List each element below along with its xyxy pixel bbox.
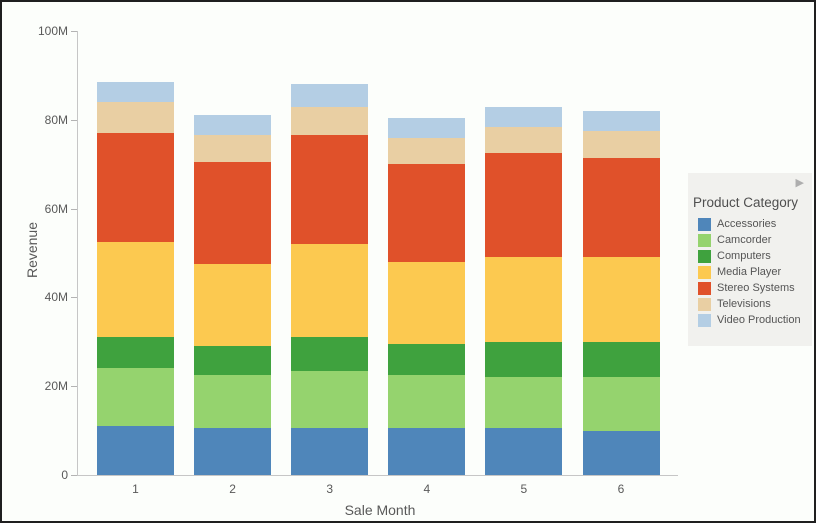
x-tick-label: 2 <box>229 482 236 496</box>
bar-month-1 <box>97 82 174 475</box>
bar-month-6 <box>582 110 660 475</box>
bar-segment-video-production[interactable] <box>388 117 466 138</box>
bar-segment-media-player[interactable] <box>485 257 563 342</box>
legend-item-stereo-systems[interactable]: Stereo Systems <box>688 280 812 296</box>
y-tick-label: 0 <box>61 468 68 482</box>
x-axis-line <box>77 475 678 476</box>
y-tick-mark <box>71 119 77 121</box>
x-tick-label: 1 <box>132 482 139 496</box>
legend-swatch-icon <box>698 249 711 263</box>
bar-month-2 <box>194 115 272 475</box>
x-tick-label: 4 <box>423 482 431 496</box>
bar-month-4 <box>388 117 466 475</box>
x-axis-title: Sale Month <box>344 502 416 518</box>
bar-month-3 <box>291 84 369 475</box>
y-tick-mark <box>71 475 77 476</box>
bar-segment-video-production[interactable] <box>194 115 272 136</box>
bar-segment-accessories[interactable] <box>194 428 272 475</box>
y-axis-title: Revenue <box>24 221 40 279</box>
y-tick-mark <box>71 208 77 210</box>
legend-item-label: Computers <box>717 250 771 262</box>
legend-item-label: Televisions <box>717 298 771 310</box>
bar-segment-accessories[interactable] <box>388 428 466 475</box>
bar-segment-computers[interactable] <box>291 337 369 371</box>
bar-segment-televisions[interactable] <box>485 126 563 154</box>
legend-panel: ▶ Product Category Accessories Camcorder C… <box>688 173 812 346</box>
bar-segment-camcorder[interactable] <box>97 368 174 427</box>
bar-month-5 <box>485 106 563 475</box>
legend-items: Accessories Camcorder Computers Media Playe… <box>688 216 812 328</box>
y-tick-mark <box>71 297 77 299</box>
legend-expand-icon[interactable]: ▶ <box>795 177 804 189</box>
bar-segment-televisions[interactable] <box>291 106 369 136</box>
legend-swatch-icon <box>698 297 711 311</box>
legend-title: Product Category <box>693 195 799 210</box>
legend-swatch-icon <box>698 313 711 327</box>
legend-item-label: Camcorder <box>717 234 772 246</box>
y-tick-label: 100M <box>37 24 68 38</box>
bar-segment-media-player[interactable] <box>291 244 369 338</box>
bar-segment-video-production[interactable] <box>582 110 660 131</box>
bar-segment-stereo-systems[interactable] <box>485 153 563 258</box>
legend-swatch-icon <box>698 281 711 295</box>
bar-segment-computers[interactable] <box>582 341 660 378</box>
bar-segment-video-production[interactable] <box>291 84 369 107</box>
bar-segment-camcorder[interactable] <box>194 375 272 429</box>
bar-segment-accessories[interactable] <box>291 428 369 475</box>
bar-segment-media-player[interactable] <box>194 264 272 347</box>
legend-item-label: Media Player <box>717 266 782 278</box>
legend-item-label: Video Production <box>717 314 801 326</box>
bar-segment-stereo-systems[interactable] <box>388 164 466 262</box>
x-tick-label: 5 <box>520 482 528 496</box>
legend-item-televisions[interactable]: Televisions <box>688 296 812 312</box>
bar-segment-stereo-systems[interactable] <box>194 162 272 265</box>
bar-segment-media-player[interactable] <box>97 241 174 338</box>
bar-segment-camcorder[interactable] <box>291 370 369 429</box>
legend-item-accessories[interactable]: Accessories <box>688 216 812 232</box>
bar-segment-camcorder[interactable] <box>388 375 466 429</box>
bar-segment-stereo-systems[interactable] <box>582 157 660 258</box>
y-tick-label: 60M <box>44 201 68 216</box>
legend-swatch-icon <box>698 233 711 247</box>
legend-item-video-production[interactable]: Video Production <box>688 312 812 328</box>
legend-swatch-icon <box>698 265 711 279</box>
bar-segment-camcorder[interactable] <box>582 377 660 431</box>
y-tick-label: 20M <box>44 379 68 394</box>
bar-segment-video-production[interactable] <box>97 82 174 103</box>
legend-item-camcorder[interactable]: Camcorder <box>688 232 812 248</box>
y-tick-label: 80M <box>44 112 68 127</box>
bar-segment-televisions[interactable] <box>194 135 272 163</box>
y-tick-mark <box>71 386 77 388</box>
bar-segment-televisions[interactable] <box>97 102 174 134</box>
bar-segment-stereo-systems[interactable] <box>97 133 174 242</box>
bar-segment-media-player[interactable] <box>582 257 660 342</box>
legend-item-label: Accessories <box>717 218 777 230</box>
bar-segment-computers[interactable] <box>485 341 563 378</box>
bar-segment-video-production[interactable] <box>485 106 563 127</box>
bar-segment-accessories[interactable] <box>582 430 660 475</box>
bar-segment-accessories[interactable] <box>485 428 563 475</box>
y-tick-label: 40M <box>44 290 68 305</box>
bar-segment-accessories[interactable] <box>97 426 174 475</box>
bar-segment-stereo-systems[interactable] <box>291 135 369 245</box>
bar-segment-televisions[interactable] <box>582 130 660 158</box>
bar-segment-computers[interactable] <box>388 344 466 376</box>
legend-swatch-icon <box>698 217 711 231</box>
y-tick-mark <box>71 31 77 32</box>
legend-item-media-player[interactable]: Media Player <box>688 264 812 280</box>
bar-segment-camcorder[interactable] <box>485 377 563 429</box>
x-tick-label: 3 <box>326 482 334 496</box>
legend-item-computers[interactable]: Computers <box>688 248 812 264</box>
bar-segment-computers[interactable] <box>194 346 272 376</box>
bar-segment-televisions[interactable] <box>388 137 466 165</box>
x-tick-label: 6 <box>617 482 625 496</box>
bar-segment-media-player[interactable] <box>388 261 466 345</box>
legend-item-label: Stereo Systems <box>717 282 795 294</box>
bar-segment-computers[interactable] <box>97 337 174 369</box>
y-axis-line <box>77 31 78 475</box>
